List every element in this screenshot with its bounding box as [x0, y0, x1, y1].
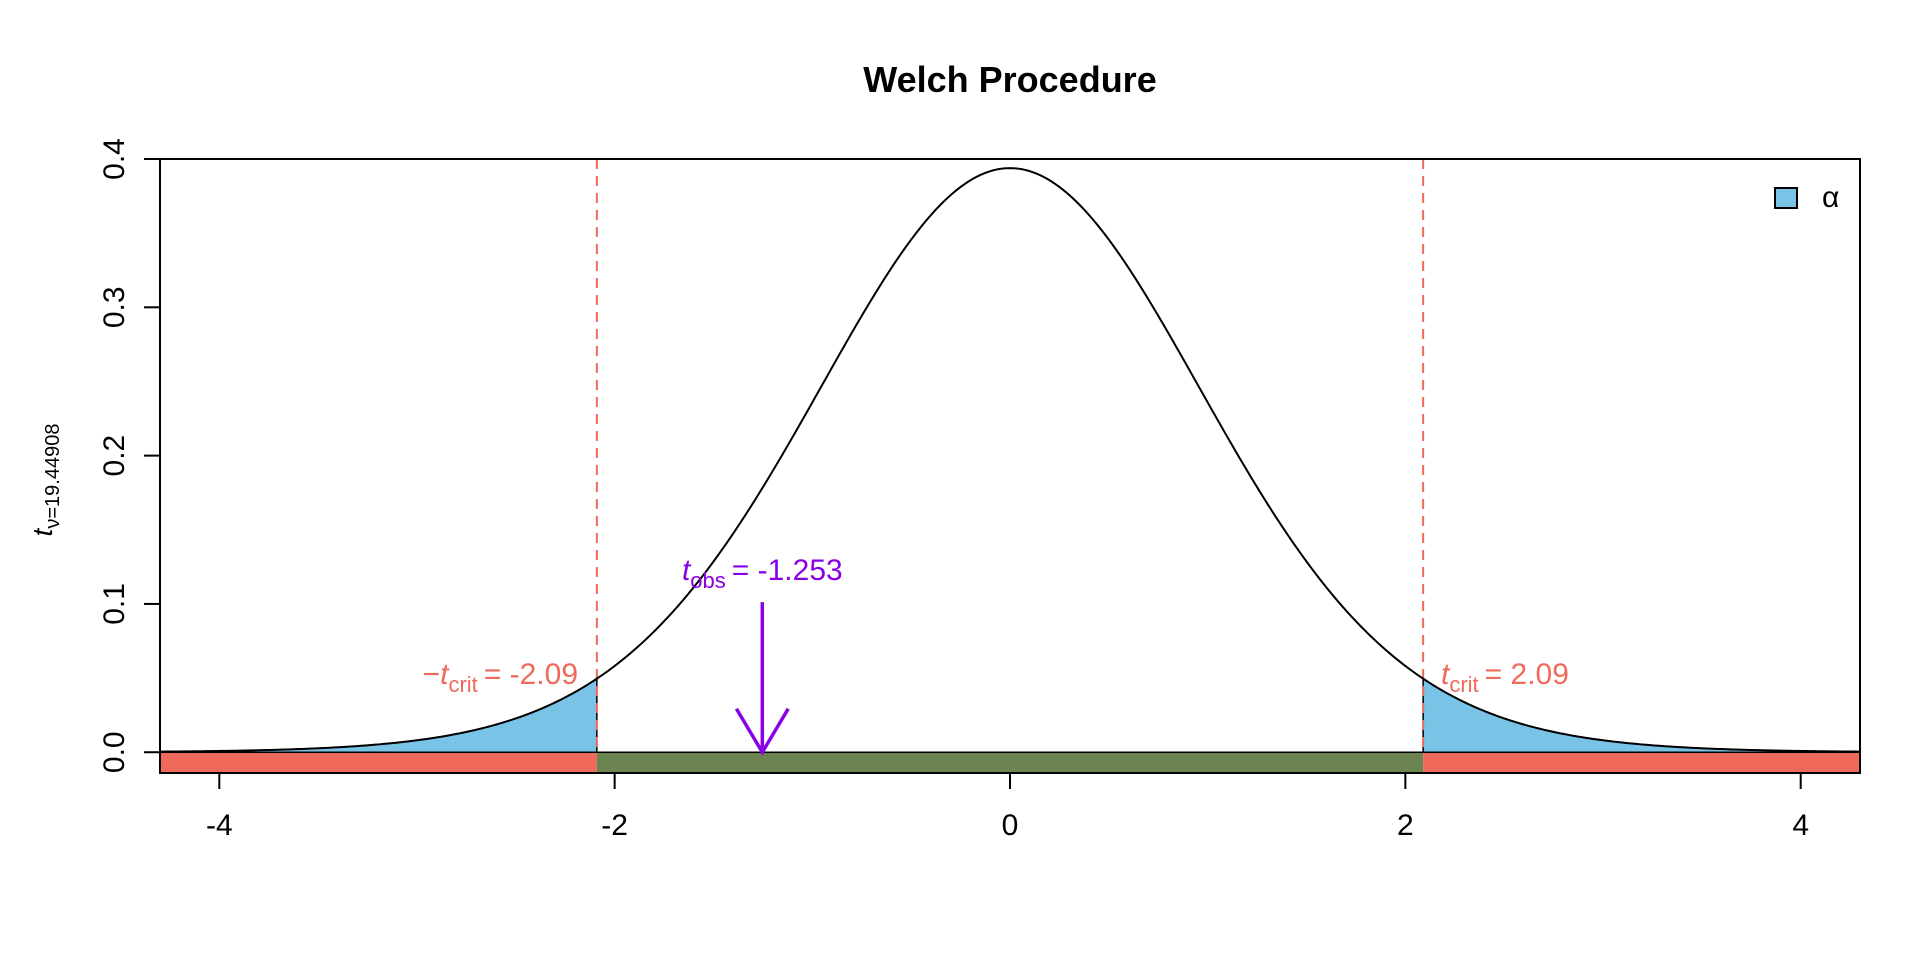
rejection-band-right: [1423, 752, 1860, 773]
pos-crit-t: t: [1441, 658, 1451, 691]
neg-crit-label: −tcrit = -2.09: [423, 658, 578, 697]
pos-crit-value: = 2.09: [1485, 658, 1569, 691]
x-tick-label: 4: [1792, 809, 1809, 842]
obs-label: tobs = -1.253: [682, 554, 843, 593]
obs-t: t: [682, 554, 692, 587]
y-tick-label: 0.3: [98, 286, 131, 328]
y-tick-label: 0.2: [98, 435, 131, 477]
y-axis-label-main: t: [27, 527, 58, 536]
x-tick-label: 2: [1397, 809, 1414, 842]
chart-title: Welch Procedure: [863, 59, 1156, 100]
plot-frame: [159, 158, 1861, 774]
legend-label-alpha: α: [1822, 181, 1839, 214]
neg-crit-t: t: [440, 658, 450, 691]
pos-crit-sub: crit: [1449, 672, 1478, 697]
pos-crit-label: tcrit = 2.09: [1441, 658, 1569, 697]
legend: α: [1774, 181, 1839, 214]
x-tick-label: 0: [1002, 809, 1019, 842]
y-axis-label: tν=19.44908: [27, 424, 64, 537]
density-curve: [160, 167, 1860, 753]
rejection-band-left: [160, 752, 597, 773]
neg-crit-prefix: −: [423, 658, 441, 691]
y-tick-label: 0.0: [98, 731, 131, 773]
x-tick-label: -4: [206, 809, 233, 842]
obs-arrow-head: [734, 707, 790, 756]
neg-crit-sub: crit: [448, 672, 477, 697]
y-axis-label-sub: ν=19.44908: [42, 424, 64, 529]
obs-arrow: [734, 602, 790, 756]
y-tick-label: 0.1: [98, 583, 131, 625]
x-axis: -4 -2 0 2 4: [206, 772, 1809, 842]
x-tick-label: -2: [601, 809, 628, 842]
acceptance-band: [596, 752, 1424, 773]
y-axis: 0.0 0.1 0.2 0.3 0.4: [98, 138, 161, 773]
obs-sub: obs: [690, 568, 725, 593]
plot-area: [160, 159, 1860, 773]
y-tick-label: 0.4: [98, 138, 131, 180]
obs-value: = -1.253: [732, 554, 843, 587]
legend-swatch-alpha: [1774, 187, 1798, 209]
neg-crit-value: = -2.09: [484, 658, 578, 691]
